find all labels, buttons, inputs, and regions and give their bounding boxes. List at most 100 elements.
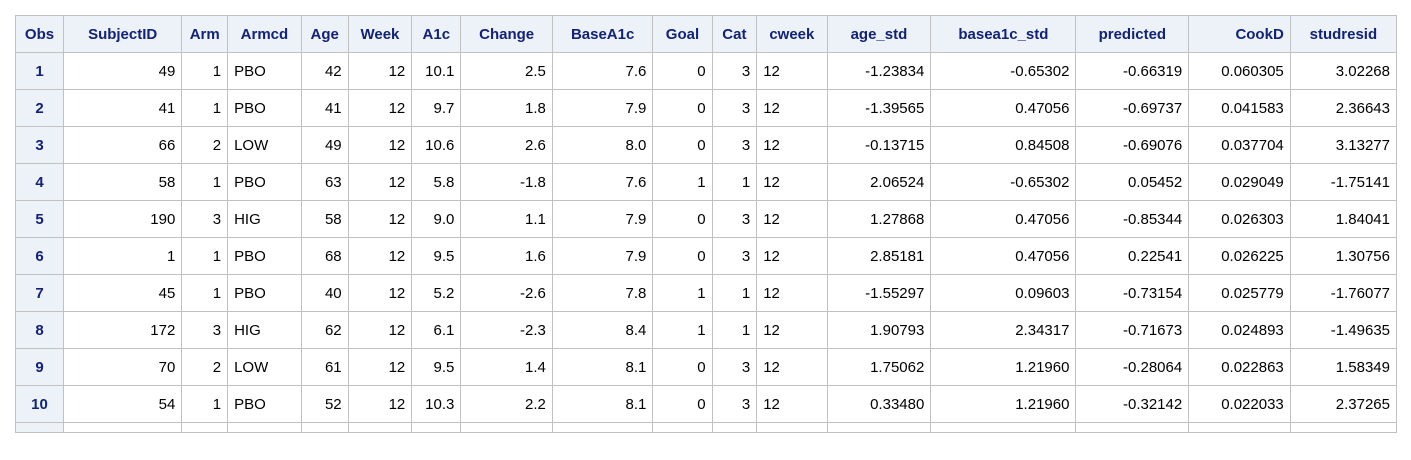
truncated-cell	[930, 422, 1077, 433]
row-number-cell: 8	[15, 311, 64, 349]
table-header: Obs SubjectID Arm Armcd Age Week A1c Change Base…	[15, 15, 1397, 53]
truncated-cell	[15, 422, 64, 433]
table-cell-goal: 1	[652, 163, 713, 201]
table-cell-subjectid: 190	[62, 200, 183, 238]
table-row: 9 70 2 LOW 61 12 9.5 1.4 8.1 0 3 12 1.75062 1.21960 -0…	[15, 348, 1397, 386]
truncated-cell	[756, 422, 828, 433]
table-cell-subjectid: 49	[62, 52, 183, 90]
header-row: Obs SubjectID Arm Armcd Age Week A1c Change Base…	[15, 15, 1397, 53]
row-number-cell: 4	[15, 163, 64, 201]
truncated-cell	[1188, 422, 1291, 433]
table-cell-studresid: 2.37265	[1289, 385, 1397, 423]
table-cell-basea1c: 7.9	[551, 200, 654, 238]
table-cell-predicted: -0.69737	[1075, 89, 1190, 127]
table-cell-studresid: -1.76077	[1289, 274, 1397, 312]
table-cell-basea1c: 7.9	[551, 89, 654, 127]
table-cell-goal: 0	[652, 52, 713, 90]
table-row: 8 172 3 HIG 62 12 6.1 -2.3 8.4 1 1 12 1.90793 2.34317…	[15, 311, 1397, 349]
row-number-cell: 5	[15, 200, 64, 238]
table-cell-arm: 1	[181, 274, 229, 312]
table-cell-change: -1.8	[460, 163, 553, 201]
truncated-cell	[551, 422, 654, 433]
table-cell-arm: 1	[181, 163, 229, 201]
table-cell-a1c: 10.1	[411, 52, 462, 90]
table-cell-cat: 1	[711, 163, 758, 201]
table-cell-armcd: HIG	[227, 311, 302, 349]
table-cell-basea1c-std: 0.47056	[930, 237, 1077, 275]
table-cell-studresid: 1.58349	[1289, 348, 1397, 386]
table-cell-a1c: 10.6	[411, 126, 462, 164]
table-cell-armcd: PBO	[227, 274, 302, 312]
table-cell-predicted: -0.66319	[1075, 52, 1190, 90]
table-cell-cat: 3	[711, 237, 758, 275]
row-number-cell: 2	[15, 89, 64, 127]
truncated-cell	[1289, 422, 1397, 433]
table-cell-cweek: 12	[756, 348, 828, 386]
column-header-basea1c: BaseA1c	[551, 15, 654, 53]
table-cell-week: 12	[347, 126, 413, 164]
table-cell-age-std: 1.90793	[826, 311, 932, 349]
table-cell-cookd: 0.024893	[1188, 311, 1291, 349]
table-cell-cookd: 0.025779	[1188, 274, 1291, 312]
table-cell-age-std: 2.06524	[826, 163, 932, 201]
table-cell-cat: 3	[711, 200, 758, 238]
truncated-cell	[181, 422, 229, 433]
table-cell-basea1c-std: 1.21960	[930, 348, 1077, 386]
table-cell-goal: 0	[652, 348, 713, 386]
table-cell-week: 12	[347, 274, 413, 312]
table-cell-change: -2.3	[460, 311, 553, 349]
table-cell-basea1c-std: 0.47056	[930, 89, 1077, 127]
table-cell-age: 41	[300, 89, 349, 127]
column-header-a1c: A1c	[411, 15, 462, 53]
table-cell-subjectid: 70	[62, 348, 183, 386]
table-cell-arm: 2	[181, 126, 229, 164]
table-cell-arm: 2	[181, 348, 229, 386]
table-cell-basea1c-std: -0.65302	[930, 163, 1077, 201]
column-header-predicted: predicted	[1075, 15, 1190, 53]
table-cell-cweek: 12	[756, 126, 828, 164]
data-table: Obs SubjectID Arm Armcd Age Week A1c Change Base…	[15, 15, 1397, 433]
table-row: 2 41 1 PBO 41 12 9.7 1.8 7.9 0 3 12 -1.39565 0.47056-…	[15, 89, 1397, 127]
table-cell-arm: 1	[181, 52, 229, 90]
table-cell-a1c: 9.0	[411, 200, 462, 238]
table-cell-a1c: 9.5	[411, 348, 462, 386]
column-header-week: Week	[347, 15, 413, 53]
table-cell-a1c: 6.1	[411, 311, 462, 349]
column-header-obs: Obs	[15, 15, 64, 53]
table-cell-cookd: 0.026225	[1188, 237, 1291, 275]
column-header-arm: Arm	[181, 15, 229, 53]
truncated-cell	[1075, 422, 1190, 433]
table-cell-age: 61	[300, 348, 349, 386]
table-cell-week: 12	[347, 89, 413, 127]
table-cell-age-std: -1.23834	[826, 52, 932, 90]
table-cell-arm: 1	[181, 89, 229, 127]
column-header-studresid: studresid	[1289, 15, 1397, 53]
table-cell-arm: 3	[181, 200, 229, 238]
table-cell-age: 49	[300, 126, 349, 164]
table-cell-subjectid: 58	[62, 163, 183, 201]
table-cell-armcd: LOW	[227, 126, 302, 164]
table-cell-basea1c: 8.1	[551, 348, 654, 386]
table-cell-basea1c: 8.0	[551, 126, 654, 164]
table-cell-a1c: 5.2	[411, 274, 462, 312]
table-cell-subjectid: 45	[62, 274, 183, 312]
column-header-basea1c-std: basea1c_std	[930, 15, 1077, 53]
table-cell-goal: 1	[652, 311, 713, 349]
table-cell-a1c: 5.8	[411, 163, 462, 201]
table-cell-a1c: 9.7	[411, 89, 462, 127]
table-cell-age-std: -0.13715	[826, 126, 932, 164]
table-cell-week: 12	[347, 237, 413, 275]
table-cell-cweek: 12	[756, 274, 828, 312]
table-cell-change: -2.6	[460, 274, 553, 312]
table-cell-cookd: 0.060305	[1188, 52, 1291, 90]
table-cell-predicted: 0.22541	[1075, 237, 1190, 275]
column-header-age-std: age_std	[826, 15, 932, 53]
truncated-cell	[826, 422, 932, 433]
table-cell-age-std: -1.39565	[826, 89, 932, 127]
table-row: 7 45 1 PBO 40 12 5.2 -2.6 7.8 1 1 12 -1.55297 0.09603…	[15, 274, 1397, 312]
table-cell-week: 12	[347, 52, 413, 90]
truncated-cell	[62, 422, 183, 433]
truncated-cell	[347, 422, 413, 433]
table-cell-cookd: 0.022863	[1188, 348, 1291, 386]
table-cell-age: 68	[300, 237, 349, 275]
